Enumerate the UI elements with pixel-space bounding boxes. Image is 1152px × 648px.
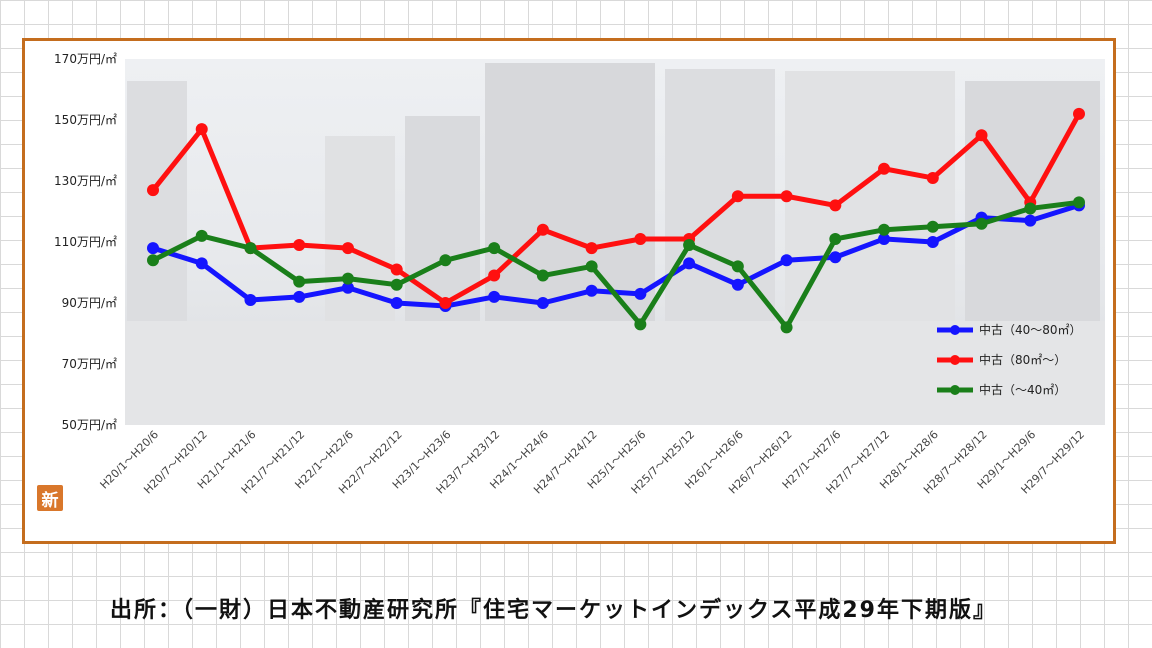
data-point xyxy=(488,290,501,303)
data-point xyxy=(634,287,647,300)
series-group xyxy=(147,196,1085,334)
data-point xyxy=(390,278,403,291)
data-point xyxy=(926,220,939,233)
source-caption: 出所：（一財）日本不動産研究所『住宅マーケットインデックス平成29年下期版』 xyxy=(110,598,997,623)
data-point xyxy=(975,129,988,142)
y-tick-label: 50万円/㎡ xyxy=(62,418,117,432)
data-point xyxy=(439,254,452,267)
series-layer xyxy=(147,107,1085,334)
data-point xyxy=(147,242,159,255)
data-point xyxy=(829,232,842,245)
logo-badge: 新 xyxy=(37,485,63,511)
legend-label: 中古（80㎡～） xyxy=(979,352,1066,367)
y-tick-label: 170万円/㎡ xyxy=(54,52,117,66)
legend: 中古（40～80㎡） 中古（80㎡～） 中古（～40㎡） xyxy=(937,322,1082,397)
data-point xyxy=(341,281,354,294)
legend-label: 中古（～40㎡） xyxy=(979,382,1066,397)
data-point xyxy=(878,162,891,175)
data-point xyxy=(390,263,403,276)
series-line xyxy=(150,199,1082,330)
data-point xyxy=(244,242,257,255)
data-point xyxy=(634,232,647,245)
data-point xyxy=(341,272,354,285)
y-tick-label: 150万円/㎡ xyxy=(54,113,117,127)
data-point xyxy=(293,275,306,288)
y-tick-label: 110万円/㎡ xyxy=(54,235,117,249)
y-tick-label: 70万円/㎡ xyxy=(62,357,117,371)
data-point xyxy=(926,171,939,184)
legend-label: 中古（40～80㎡） xyxy=(979,322,1082,337)
data-point xyxy=(488,242,501,255)
data-point xyxy=(829,199,842,212)
data-point xyxy=(731,260,744,273)
data-point xyxy=(780,321,793,334)
legend-swatch-marker xyxy=(950,325,960,335)
data-point xyxy=(536,297,549,309)
data-point xyxy=(1073,196,1085,209)
data-point xyxy=(293,290,306,303)
data-point xyxy=(536,223,549,236)
data-point xyxy=(244,293,257,306)
data-point xyxy=(195,123,208,136)
data-point xyxy=(147,184,159,197)
y-tick-label: 90万円/㎡ xyxy=(62,296,117,310)
data-point xyxy=(390,297,403,309)
y-tick-label: 130万円/㎡ xyxy=(54,174,117,188)
data-point xyxy=(195,257,208,270)
data-point xyxy=(829,251,842,264)
data-point xyxy=(926,236,939,248)
data-point xyxy=(1073,107,1085,120)
data-point xyxy=(634,318,647,331)
data-point xyxy=(585,284,598,297)
data-point xyxy=(731,190,744,203)
data-point xyxy=(683,239,696,252)
line-chart: 50万円/㎡ 70万円/㎡ 90万円/㎡ 110万円/㎡ 130万円/㎡ 150万円/㎡ 1… xyxy=(54,52,1105,497)
data-point xyxy=(585,260,598,273)
data-point xyxy=(536,269,549,282)
data-point xyxy=(585,242,598,255)
data-point xyxy=(341,242,354,255)
data-point xyxy=(878,232,891,245)
data-point xyxy=(1024,202,1037,215)
data-point xyxy=(878,223,891,236)
data-point xyxy=(975,217,988,230)
data-point xyxy=(780,254,793,267)
series-line xyxy=(150,111,1082,306)
data-point xyxy=(195,229,208,242)
data-point xyxy=(147,254,159,267)
plot-background-photo xyxy=(125,59,1105,425)
x-axis: H20/1～H20/6H20/7～H20/12H21/1～H21/6H21/7～… xyxy=(98,428,1088,497)
data-point xyxy=(293,239,306,252)
data-point xyxy=(780,190,793,203)
data-point xyxy=(439,297,452,309)
chart-frame: 50万円/㎡ 70万円/㎡ 90万円/㎡ 110万円/㎡ 130万円/㎡ 150万円/㎡ 1… xyxy=(22,38,1116,544)
y-axis: 50万円/㎡ 70万円/㎡ 90万円/㎡ 110万円/㎡ 130万円/㎡ 150万円/㎡ 1… xyxy=(54,52,117,432)
data-point xyxy=(683,257,696,270)
legend-swatch-marker xyxy=(950,385,960,395)
data-point xyxy=(731,278,744,291)
data-point xyxy=(1024,214,1037,227)
data-point xyxy=(488,269,501,282)
legend-swatch-marker xyxy=(950,355,960,365)
